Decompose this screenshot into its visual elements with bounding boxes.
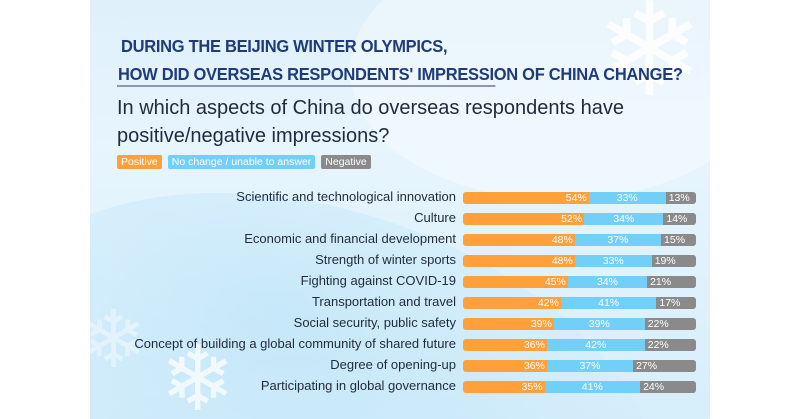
bar-positive: 36%	[463, 360, 547, 372]
bar-positive: 42%	[463, 297, 561, 309]
category-label: Degree of opening-up	[330, 357, 456, 372]
bar-neutral: 41%	[560, 297, 657, 309]
title-line-1: DURING THE BEIJING WINTER OLYMPICS,	[121, 37, 448, 57]
legend-negative: Negative	[321, 155, 371, 169]
chart-row: Degree of opening-up 36% 37% 27%	[90, 357, 710, 373]
chart-row: Social security, public safety 39% 39% 2…	[90, 315, 710, 331]
infographic-panel: ❄ ❄ ❄ DURING THE BEIJING WINTER OLYMPICS…	[90, 0, 710, 419]
chart-row: Economic and financial development 48% 3…	[90, 231, 710, 247]
category-label: Culture	[414, 210, 456, 225]
bar-negative: 15%	[661, 234, 696, 246]
category-label: Fighting against COVID-19	[300, 273, 456, 288]
stacked-bar: 42% 41% 17%	[463, 297, 696, 309]
bar-neutral: 34%	[567, 276, 648, 288]
category-label: Transportation and travel	[311, 294, 456, 309]
bar-positive: 45%	[463, 276, 568, 288]
category-label: Economic and financial development	[244, 231, 456, 246]
snowflake-icon: ❄	[90, 295, 148, 384]
stacked-bar: 48% 33% 19%	[463, 255, 696, 267]
bar-neutral: 33%	[588, 192, 666, 204]
bar-neutral: 42%	[546, 339, 645, 351]
chart-row: Concept of building a global community o…	[90, 336, 710, 352]
chart-legend: Positive No change / unable to answer Ne…	[117, 155, 371, 169]
bar-negative: 19%	[651, 255, 696, 267]
stacked-bar: 39% 39% 22%	[463, 318, 696, 330]
chart-subtitle: In which aspects of China do overseas re…	[117, 97, 624, 147]
category-label: Scientific and technological innovation	[236, 189, 456, 204]
bar-positive: 54%	[463, 192, 589, 204]
chart-row: Fighting against COVID-19 45% 34% 21%	[90, 273, 710, 289]
legend-neutral: No change / unable to answer	[167, 155, 316, 169]
chart-row: Participating in global governance 35% 4…	[90, 378, 710, 394]
bar-negative: 22%	[644, 318, 696, 330]
bar-neutral: 37%	[546, 360, 634, 372]
category-label: Concept of building a global community o…	[134, 336, 456, 351]
bar-negative: 14%	[663, 213, 696, 225]
category-label: Social security, public safety	[293, 315, 456, 330]
bar-positive: 48%	[463, 234, 575, 246]
stacked-bar: 54% 33% 13%	[463, 192, 696, 204]
bar-neutral: 37%	[574, 234, 662, 246]
bar-negative: 13%	[665, 192, 696, 204]
bar-positive: 36%	[463, 339, 547, 351]
chart-row: Scientific and technological innovation …	[90, 189, 710, 205]
stacked-bar: 45% 34% 21%	[463, 276, 696, 288]
bar-positive: 48%	[463, 255, 575, 267]
bar-neutral: 39%	[553, 318, 645, 330]
bar-negative: 22%	[644, 339, 696, 351]
chart-row: Transportation and travel 42% 41% 17%	[90, 294, 710, 310]
stacked-bar: 52% 34% 14%	[463, 213, 696, 225]
snowflake-icon: ❄	[595, 0, 704, 123]
title-divider	[117, 85, 496, 87]
bar-neutral: 33%	[574, 255, 652, 267]
stacked-bar: 35% 41% 24%	[463, 381, 696, 393]
stacked-bar: 48% 37% 15%	[463, 234, 696, 246]
bar-negative: 24%	[640, 381, 696, 393]
bar-negative: 17%	[656, 297, 696, 309]
title-line-2: HOW DID OVERSEAS RESPONDENTS' IMPRESSION…	[118, 65, 683, 85]
bar-neutral: 41%	[544, 381, 641, 393]
chart-row: Strength of winter sports 48% 33% 19%	[90, 252, 710, 268]
bar-neutral: 34%	[584, 213, 664, 225]
bar-positive: 35%	[463, 381, 545, 393]
snowflake-icon: ❄	[160, 330, 236, 419]
bar-positive: 39%	[463, 318, 554, 330]
stacked-bar: 36% 42% 22%	[463, 339, 696, 351]
chart-row: Culture 52% 34% 14%	[90, 210, 710, 226]
bar-negative: 27%	[633, 360, 696, 372]
category-label: Strength of winter sports	[315, 252, 456, 267]
bar-positive: 52%	[463, 213, 585, 225]
bar-negative: 21%	[647, 276, 696, 288]
stacked-bar: 36% 37% 27%	[463, 360, 696, 372]
category-label: Participating in global governance	[260, 378, 456, 393]
legend-positive: Positive	[117, 155, 162, 169]
